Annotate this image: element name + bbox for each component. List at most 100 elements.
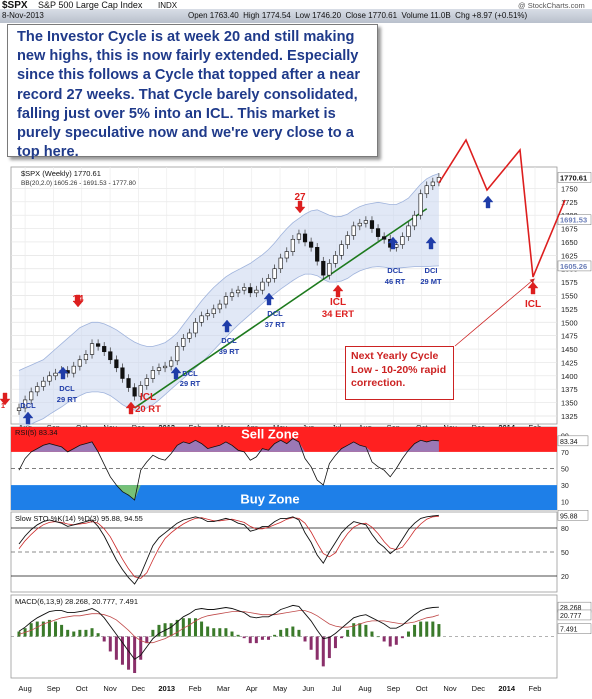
price-tick-label: 1400	[561, 372, 578, 381]
candle-body	[272, 268, 277, 279]
cycle-label: DCL	[59, 384, 75, 393]
cycle-label-sub: 29 RT	[180, 379, 201, 388]
macd-xtick-label: May	[273, 684, 287, 693]
cycle-arrow	[0, 392, 11, 406]
candle-body	[248, 287, 253, 294]
price-value-tag-box	[557, 260, 592, 272]
macd-value-tag-box	[557, 623, 592, 634]
macd-hist-bar	[108, 636, 112, 652]
cycle-arrow	[527, 281, 539, 295]
macd-hist-bar	[394, 636, 398, 645]
bb-upper-line	[18, 173, 440, 371]
cycle-arrow	[72, 294, 84, 308]
rsi-tick-label: 30	[561, 483, 569, 490]
candle-body	[96, 343, 101, 347]
candle-body	[102, 346, 107, 353]
candle-body	[138, 385, 143, 397]
macd-hist-bar	[41, 621, 45, 637]
yearly-cycle-text: Next Yearly Cycle Low - 10-20% rapid cor…	[351, 350, 447, 389]
price-title: $SPX (Weekly) 1770.61	[21, 169, 101, 178]
rsi-tick-label: 50	[561, 467, 569, 474]
candle-body	[114, 359, 119, 369]
macd-hist-bar	[102, 636, 106, 642]
price-tick-label: 1550	[561, 292, 578, 301]
candle-body	[132, 387, 137, 397]
cycle-label: 27	[294, 192, 306, 203]
candle-body	[254, 289, 259, 294]
cycle-label: DCL	[182, 369, 198, 378]
macd-hist-bar	[187, 618, 191, 637]
macd-hist-bar	[66, 629, 70, 637]
macd-hist-bar	[400, 636, 404, 639]
price-value-tag: 1605.26	[560, 262, 587, 271]
cycle-label: DCL	[20, 401, 36, 410]
candle-body	[400, 236, 405, 245]
cycle-label-sub: 29 RT	[57, 395, 78, 404]
price-tick-label: 1750	[561, 184, 578, 193]
rsi-title: RSI(5) 83.34	[15, 428, 58, 437]
cycle-arrow	[221, 319, 233, 333]
cycle-label: ICL	[140, 392, 156, 403]
macd-hist-bar	[35, 621, 39, 637]
macd-hist-bar	[72, 631, 76, 637]
price-tick-label: 1725	[561, 198, 578, 207]
macd-hist-bar	[267, 636, 271, 640]
macd-hist-bar	[273, 634, 277, 637]
macd-hist-bar	[114, 636, 118, 660]
macd-hist-bar	[60, 624, 64, 637]
cycle-label: ICL	[330, 297, 346, 308]
macd-hist-bar	[297, 629, 301, 637]
macd-hist-bar	[248, 636, 252, 644]
macd-hist-bar	[254, 636, 258, 644]
cycle-arrow	[425, 236, 437, 250]
macd-hist-bar	[309, 636, 313, 650]
commentary-text: The Investor Cycle is at week 20 and sti…	[17, 29, 361, 161]
macd-hist-bar	[78, 629, 82, 637]
macd-xtick-label: Nov	[443, 684, 457, 693]
candle-body	[284, 251, 289, 259]
macd-hist-bar	[96, 633, 100, 637]
macd-hist-bar	[279, 629, 283, 637]
price-tick-label: 1475	[561, 332, 578, 341]
macd-hist-bar	[120, 636, 124, 665]
macd-hist-bar	[206, 626, 210, 637]
price-tick-label: 1425	[561, 358, 578, 367]
price-value-tag-box	[557, 172, 592, 183]
macd-xtick-label: Oct	[416, 684, 429, 693]
macd-line	[18, 604, 439, 660]
sto-panel: 20 50 80 Slow STO %K(14) %D(3) 95.88, 94.55…	[10, 510, 589, 593]
macd-xtick-label: Jun	[302, 684, 314, 693]
macd-hist-bar	[133, 636, 137, 674]
rsi-line	[18, 438, 439, 501]
macd-value-tag: 7.491	[560, 627, 578, 634]
candle-body	[217, 303, 222, 310]
macd-xtick-label: 2014	[498, 684, 516, 693]
commentary-box: The Investor Cycle is at week 20 and sti…	[7, 24, 378, 160]
cycle-label-sub: 37 RT	[265, 320, 286, 329]
candle-body	[309, 241, 314, 248]
macd-signal-line	[18, 610, 440, 644]
cycle-label: 14	[72, 294, 84, 305]
macd-xtick-label: Feb	[529, 684, 542, 693]
macd-hist-bar	[425, 621, 429, 637]
cycle-arrow	[387, 236, 399, 250]
buy-zone-label: Buy Zone	[240, 491, 299, 506]
cycle-pointer-line	[454, 278, 535, 347]
cycle-arrow	[294, 200, 306, 214]
price-tick-label: 1575	[561, 278, 578, 287]
candle-body	[108, 351, 113, 361]
candle-body	[430, 181, 435, 187]
candle-body	[351, 225, 356, 236]
projection-arrow-up	[482, 195, 494, 209]
macd-hist-bar	[145, 636, 149, 644]
candle-body	[235, 289, 241, 294]
candle-body	[175, 346, 180, 362]
cycle-label: DCI	[425, 266, 438, 275]
macd-value-tag: 20.777	[560, 613, 582, 620]
sto-tick-label: 20	[561, 574, 569, 581]
candle-body	[315, 247, 320, 262]
price-tick-label: 1350	[561, 399, 578, 408]
candle-body	[211, 308, 216, 315]
